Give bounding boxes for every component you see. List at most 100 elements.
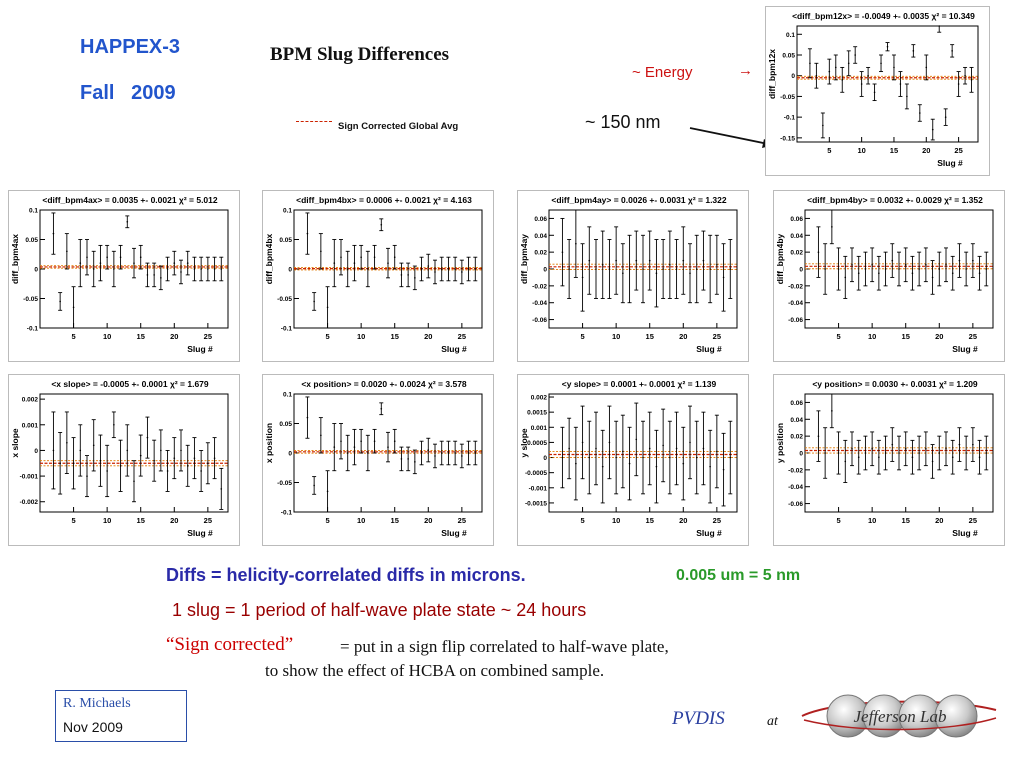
data-point	[655, 465, 658, 468]
y-tick-label: -0.0005	[525, 470, 547, 477]
data-point	[139, 454, 142, 457]
energy-note: ~ Energy	[632, 64, 693, 81]
data-point	[891, 259, 894, 262]
data-point	[871, 447, 873, 450]
y-tick-label: 0.06	[534, 216, 547, 223]
data-point	[588, 259, 591, 262]
data-point	[837, 452, 840, 454]
data-point	[722, 468, 725, 471]
y-axis-label: diff_bpm4ax	[10, 234, 20, 284]
legend-label: Sign Corrected Global Avg	[338, 121, 459, 132]
data-point	[809, 62, 811, 65]
fall-label: Fall 2009	[80, 82, 176, 104]
data-point	[333, 262, 336, 264]
data-point	[925, 263, 927, 266]
data-point	[387, 446, 389, 448]
x-axis-label: Slug #	[187, 344, 213, 354]
x-tick-label: 20	[935, 332, 943, 341]
x-axis-label: Slug #	[696, 528, 722, 538]
data-point	[689, 441, 691, 444]
happex-label: HAPPEX-3	[80, 36, 181, 58]
plot-title: <x position> = 0.0020 +- 0.0024 χ² = 3.5…	[301, 379, 467, 389]
x-tick-label: 10	[612, 332, 620, 341]
x-axis-label: Slug #	[441, 344, 467, 354]
data-point	[709, 465, 711, 468]
data-point	[628, 462, 631, 465]
data-point	[918, 268, 920, 270]
sign-corrected-label: “Sign corrected”	[166, 634, 294, 655]
data-point	[119, 256, 122, 258]
y-tick-label: -0.1	[281, 510, 293, 517]
data-point	[831, 410, 833, 412]
y-axis-label: x slope	[10, 428, 20, 458]
y-tick-label: 0	[799, 451, 803, 458]
data-point	[891, 443, 894, 446]
y-tick-label: -0.001	[529, 485, 548, 492]
data-point	[648, 259, 651, 262]
x-tick-label: 15	[646, 332, 654, 341]
data-point	[945, 263, 947, 266]
y-tick-label: 0.05	[25, 237, 38, 244]
data-point	[340, 440, 342, 442]
data-point	[581, 441, 584, 444]
x-tick-label: 5	[325, 332, 329, 341]
data-point	[871, 263, 873, 266]
x-tick-label: 10	[103, 332, 111, 341]
plot-bpm12x: <diff_bpm12x> = -0.0049 +- 0.0035 χ² = 1…	[765, 6, 990, 176]
data-point	[880, 62, 882, 65]
data-point	[427, 449, 430, 451]
data-point	[904, 263, 907, 266]
data-point	[884, 452, 887, 454]
author-box: R. Michaels Nov 2009	[55, 690, 187, 742]
x-tick-label: 20	[679, 516, 687, 525]
y-tick-label: 0	[791, 73, 795, 80]
data-point	[898, 452, 900, 454]
data-point	[682, 462, 685, 465]
data-point	[931, 276, 934, 279]
data-point	[925, 66, 928, 69]
plot-title: <diff_bpm4bx> = 0.0006 +- 0.0021 χ² = 4.…	[296, 195, 472, 205]
data-point	[213, 268, 216, 270]
data-point	[220, 268, 223, 270]
plot-bpm4by: <diff_bpm4by> = 0.0032 +- 0.0029 χ² = 1.…	[773, 190, 1005, 362]
data-point	[561, 251, 564, 253]
data-point	[119, 465, 122, 467]
plot-svg: <diff_bpm4ay> = 0.0026 +- 0.0031 χ² = 1.…	[517, 190, 749, 362]
data-point	[447, 452, 450, 454]
data-point	[925, 447, 927, 450]
data-point	[407, 458, 409, 460]
data-point	[722, 276, 725, 279]
data-point	[904, 447, 907, 450]
plot-xposition: <x position> = 0.0020 +- 0.0024 χ² = 3.5…	[262, 374, 494, 546]
data-point	[622, 272, 624, 275]
y-tick-label: -0.05	[23, 296, 38, 303]
data-point	[160, 449, 162, 452]
data-point	[306, 232, 309, 235]
y-tick-label: 0.0005	[527, 440, 547, 447]
x-tick-label: 10	[103, 516, 111, 525]
y-tick-label: 0	[288, 267, 292, 274]
y-tick-label: 0.1	[786, 32, 795, 39]
author-name: R. Michaels	[63, 696, 131, 711]
plot-bpm4ax: <diff_bpm4ax> = 0.0035 +- 0.0021 χ² = 5.…	[8, 190, 240, 362]
plot-xslope: <x slope> = -0.0005 +- 0.0001 χ² = 1.679…	[8, 374, 240, 546]
data-point	[360, 440, 362, 442]
data-point	[393, 256, 396, 258]
data-point	[99, 459, 102, 462]
data-point	[440, 452, 443, 454]
data-point	[126, 449, 129, 452]
y-tick-label: 0.05	[279, 237, 292, 244]
data-point	[387, 262, 389, 264]
data-point	[72, 306, 75, 309]
data-point	[985, 268, 988, 270]
data-point	[847, 62, 850, 65]
author-date: Nov 2009	[63, 719, 123, 735]
sign-explanation: = put in a sign flip correlated to half-…	[340, 637, 669, 656]
data-point	[675, 447, 678, 450]
data-point	[99, 262, 102, 264]
data-point	[622, 450, 624, 453]
y-tick-label: 0.001	[531, 425, 548, 432]
data-point	[414, 461, 416, 463]
data-point	[360, 256, 362, 258]
data-point	[454, 452, 456, 454]
